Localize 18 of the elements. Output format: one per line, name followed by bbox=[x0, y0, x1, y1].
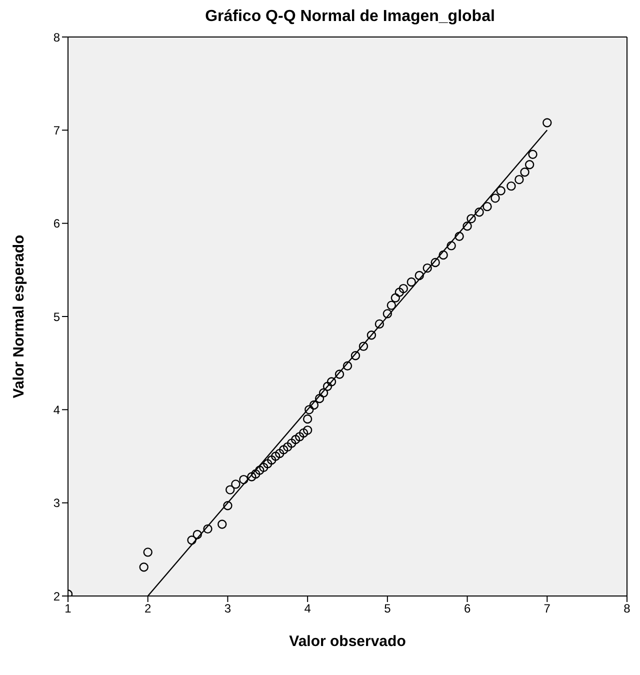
y-tick-label: 5 bbox=[53, 310, 60, 324]
y-tick-label: 2 bbox=[53, 589, 60, 604]
x-tick-label: 7 bbox=[544, 602, 551, 616]
y-tick-label: 6 bbox=[53, 216, 60, 231]
x-axis-title: Valor observado bbox=[289, 633, 406, 650]
x-tick-label: 2 bbox=[144, 602, 152, 616]
x-tick-label: 4 bbox=[304, 602, 312, 616]
y-tick-label: 4 bbox=[53, 402, 60, 417]
y-tick-label: 7 bbox=[53, 123, 60, 138]
y-tick-label: 3 bbox=[53, 496, 60, 510]
x-tick-label: 6 bbox=[464, 602, 471, 616]
x-tick-label: 3 bbox=[224, 602, 232, 616]
chart-title: Gráfico Q-Q Normal de Imagen_global bbox=[204, 8, 496, 26]
y-axis-title: Valor Normal esperado bbox=[10, 234, 28, 398]
x-tick-label: 8 bbox=[624, 602, 631, 616]
y-tick-label: 8 bbox=[53, 30, 60, 44]
x-tick-label: 5 bbox=[384, 602, 392, 616]
x-tick-label: 1 bbox=[64, 602, 72, 616]
